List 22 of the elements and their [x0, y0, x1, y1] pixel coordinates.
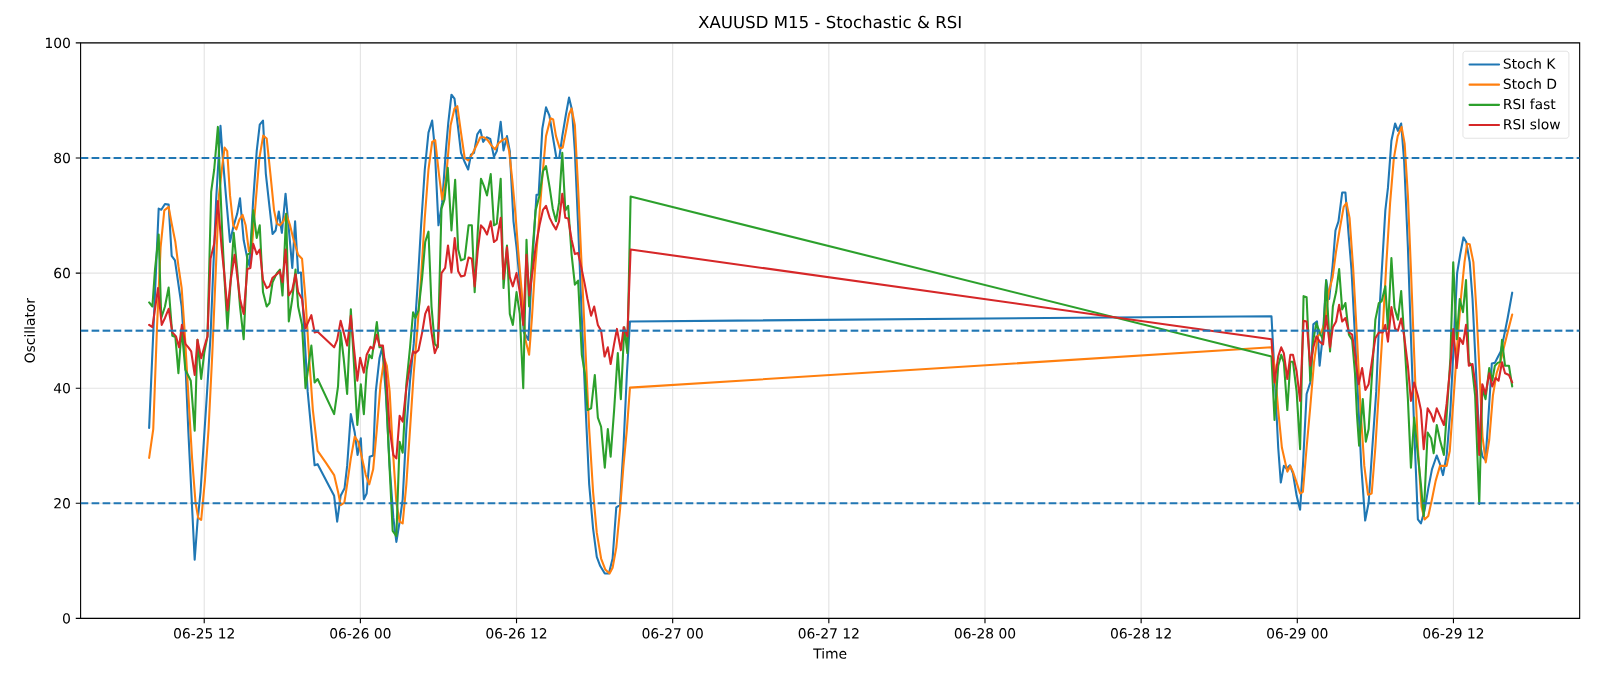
legend-label: RSI fast — [1504, 98, 1556, 110]
x-axis-title: Time — [813, 648, 847, 659]
y-tick-label: 60 — [54, 267, 70, 279]
x-tick-label: 06-27 00 — [642, 628, 703, 639]
legend-label: Stoch K — [1503, 58, 1556, 69]
x-tick-label: 06-28 12 — [1110, 628, 1171, 639]
x-tick-label: 06-26 00 — [330, 628, 391, 639]
y-tick-label: 100 — [45, 37, 70, 49]
x-tick-label: 06-26 12 — [486, 628, 547, 639]
x-tick-label: 06-28 00 — [954, 628, 1016, 639]
chart-title: XAUUSD M15 - Stochastic & RSI — [698, 15, 961, 29]
y-tick-label: 20 — [54, 498, 70, 509]
x-tick-label: 06-29 12 — [1423, 628, 1484, 639]
y-tick-label: 80 — [54, 152, 70, 164]
y-tick-label: 40 — [53, 382, 70, 394]
x-tick-label: 06-29 00 — [1267, 628, 1328, 639]
y-axis-title: Oscillator — [24, 297, 35, 363]
y-tick-label: 0 — [62, 613, 70, 624]
x-tick-label: 06-25 12 — [174, 628, 234, 639]
legend-label: RSI slow — [1504, 118, 1561, 130]
legend-label: Stoch D — [1503, 78, 1557, 90]
x-tick-label: 06-27 12 — [798, 628, 859, 639]
